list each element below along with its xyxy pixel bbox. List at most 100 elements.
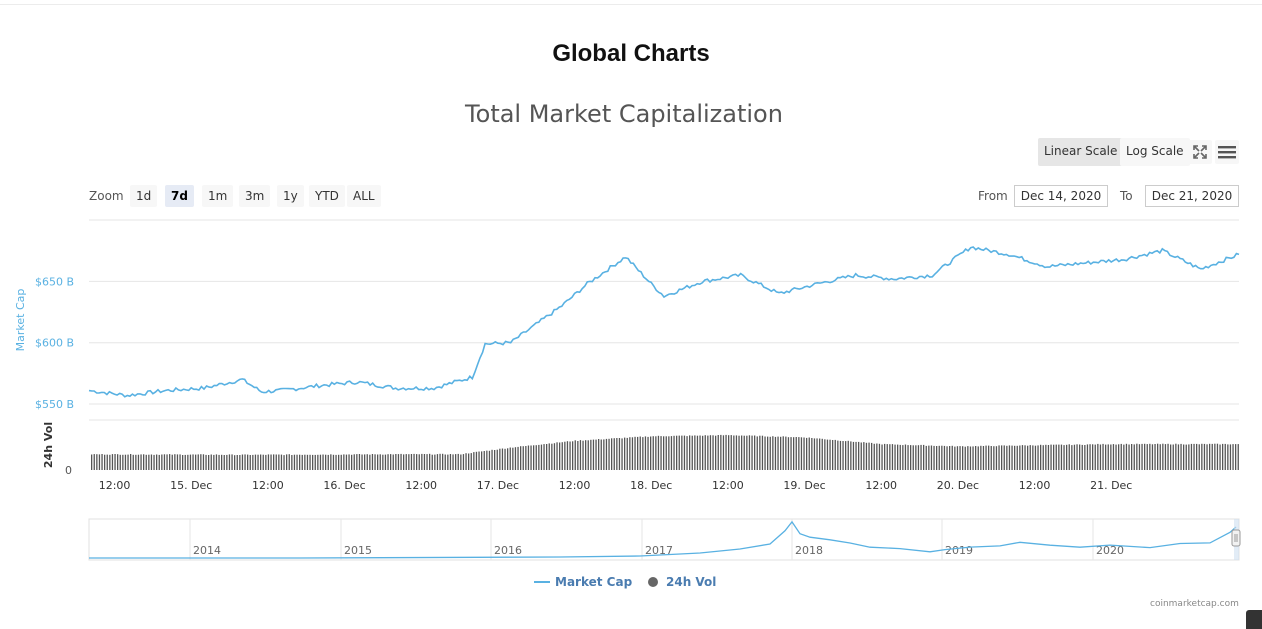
zoom-all-button[interactable]: ALL — [347, 185, 381, 207]
corner-widget[interactable] — [1246, 610, 1262, 629]
volume-bar — [751, 435, 753, 470]
volume-bar — [1011, 445, 1013, 470]
volume-bar — [483, 451, 485, 470]
navigator-year-label: 2018 — [795, 544, 823, 557]
volume-bar — [353, 454, 355, 470]
volume-bar — [475, 451, 478, 470]
volume-bar — [280, 454, 283, 470]
legend: Market Cap 24h Vol — [534, 575, 716, 589]
volume-bar — [1086, 444, 1089, 470]
volume-bar — [764, 436, 766, 470]
volume-bar — [317, 454, 319, 470]
volume-bar — [262, 454, 264, 470]
volume-bar — [938, 445, 940, 470]
zoom-7d-button[interactable]: 7d — [165, 185, 194, 207]
linear-scale-button[interactable]: Linear Scale — [1038, 138, 1124, 166]
top-divider — [0, 4, 1262, 5]
volume-bar — [410, 454, 413, 470]
zoom-ytd-button[interactable]: YTD — [309, 185, 345, 207]
volume-bar — [767, 436, 769, 470]
volume-bar — [1235, 444, 1237, 470]
fullscreen-button[interactable] — [1188, 140, 1212, 164]
volume-bar — [988, 445, 990, 470]
volume-bar — [327, 454, 329, 470]
volume-bar — [413, 453, 415, 470]
volume-bar — [364, 454, 366, 470]
volume-bar — [343, 454, 345, 470]
volume-bar — [226, 454, 228, 470]
credits-link[interactable]: coinmarketcap.com — [1150, 599, 1239, 609]
zoom-1d-button[interactable]: 1d — [130, 185, 158, 207]
volume-bar — [371, 454, 374, 470]
volume-bar — [1066, 444, 1068, 470]
volume-bar — [163, 454, 166, 470]
x-tick-label: 15. Dec — [170, 479, 212, 492]
volume-bar — [720, 434, 722, 470]
volume-bar — [507, 448, 509, 470]
volume-bar — [793, 437, 795, 470]
volume-bar — [499, 448, 501, 470]
legend-item-24h-vol[interactable]: 24h Vol — [648, 575, 716, 589]
volume-bar — [202, 454, 205, 470]
volume-bar — [1219, 444, 1221, 470]
legend-item-market-cap[interactable]: Market Cap — [534, 575, 633, 589]
volume-bar — [990, 446, 992, 470]
x-tick-label: 20. Dec — [937, 479, 979, 492]
volume-bar — [106, 454, 108, 470]
from-date-input[interactable]: Dec 14, 2020 — [1014, 185, 1108, 207]
volume-bar — [314, 454, 316, 470]
volume-bar — [1180, 443, 1182, 470]
volume-bar — [1063, 445, 1065, 470]
navigator[interactable]: 2014 2015 2016 2017 2018 2019 2020 — [88, 518, 1241, 561]
volume-bar — [608, 438, 610, 470]
chart-menu-button[interactable] — [1215, 140, 1239, 164]
volume-bar — [1076, 444, 1078, 470]
volume-bar — [1107, 444, 1109, 470]
zoom-3m-button[interactable]: 3m — [239, 185, 271, 207]
volume-bar — [585, 440, 587, 470]
volume-bar — [1136, 443, 1138, 470]
volume-bar — [1157, 443, 1159, 470]
volume-bar — [267, 454, 270, 470]
volume-bar — [559, 442, 561, 470]
volume-bar — [806, 437, 808, 470]
volume-bar — [1081, 444, 1083, 470]
volume-bar — [1045, 444, 1047, 470]
volume-bar — [1201, 443, 1203, 470]
volume-bar — [1097, 443, 1099, 470]
volume-bar — [273, 454, 275, 470]
volume-bar — [930, 445, 933, 470]
volume-bar — [1073, 444, 1076, 470]
volume-bar — [254, 454, 257, 470]
volume-bar — [252, 454, 254, 470]
volume-bar — [1016, 445, 1018, 470]
volume-bar — [639, 436, 641, 470]
volume-bar — [293, 454, 296, 470]
volume-bar — [1008, 445, 1011, 470]
volume-bar — [520, 446, 522, 470]
volume-bar — [860, 442, 862, 470]
volume-bar — [195, 454, 197, 470]
volume-bar — [1050, 444, 1052, 470]
log-scale-button[interactable]: Log Scale — [1120, 138, 1190, 166]
volume-bar — [1232, 444, 1234, 470]
volume-bar — [1216, 443, 1219, 470]
volume-bar — [704, 435, 706, 470]
volume-bar — [514, 447, 517, 470]
volume-bar — [790, 437, 792, 470]
volume-bar — [1029, 445, 1031, 470]
volume-bar — [114, 454, 116, 470]
navigator-handle[interactable] — [1231, 529, 1241, 547]
volume-bar — [618, 438, 621, 470]
volume-bar — [319, 454, 322, 470]
volume-bar — [478, 451, 480, 470]
volume-bar — [1211, 443, 1213, 470]
zoom-1m-button[interactable]: 1m — [202, 185, 234, 207]
volume-bar — [137, 454, 140, 470]
zoom-1y-button[interactable]: 1y — [277, 185, 304, 207]
volume-bar — [488, 450, 491, 470]
volume-bar — [561, 442, 563, 470]
volume-bar — [213, 454, 215, 470]
to-date-input[interactable]: Dec 21, 2020 — [1145, 185, 1239, 207]
